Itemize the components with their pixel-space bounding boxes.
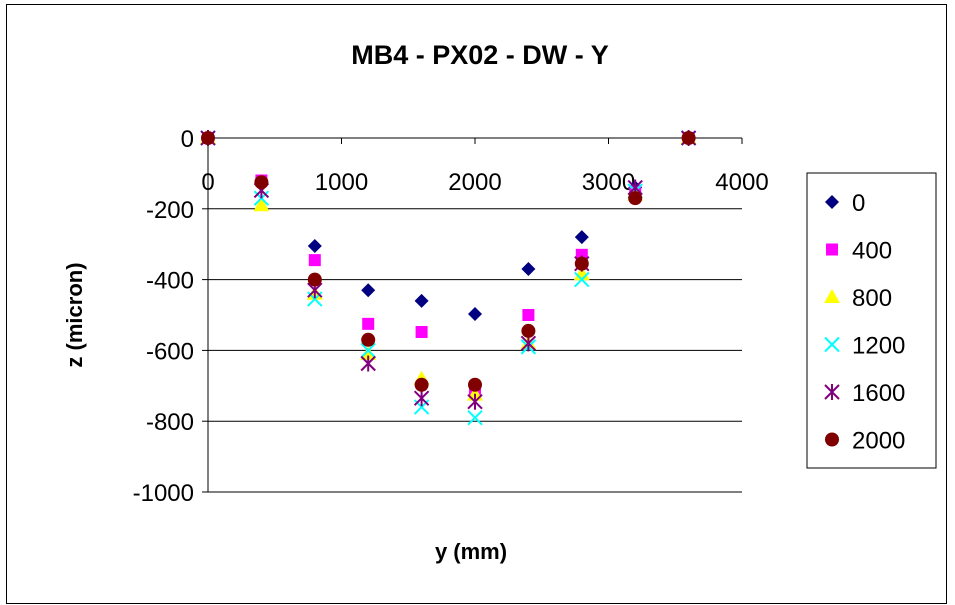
data-point xyxy=(574,230,589,245)
legend-marker xyxy=(825,432,839,447)
y-tick-labels: 0 -200 -400 -600 -800 -1000 xyxy=(133,126,208,507)
x-tick-label: 4000 xyxy=(715,169,768,196)
data-point xyxy=(467,393,483,410)
data-point xyxy=(520,335,537,352)
data-point xyxy=(414,293,429,308)
data-point xyxy=(414,377,429,392)
legend-label: 0 xyxy=(852,190,865,217)
data-point xyxy=(468,306,482,321)
x-tick-label: 2000 xyxy=(448,169,501,196)
legend-marker xyxy=(824,384,840,400)
data-point xyxy=(361,283,376,298)
data-point xyxy=(307,272,322,287)
y-tick-label: -400 xyxy=(146,268,194,295)
gridlines xyxy=(208,208,742,493)
x-axis-label: y (mm) xyxy=(435,539,507,564)
data-point xyxy=(628,191,643,206)
data-point xyxy=(307,238,322,253)
data-point xyxy=(253,197,270,212)
legend: 0 400 800 1200 1600 2000 xyxy=(806,172,937,469)
y-tick-label: -600 xyxy=(146,338,194,365)
data-point xyxy=(360,355,376,372)
data-point xyxy=(521,261,536,276)
series-0 xyxy=(201,131,696,321)
legend-label: 2000 xyxy=(852,428,905,455)
x-tick-label: 1000 xyxy=(315,169,368,196)
data-point xyxy=(574,256,589,271)
data-point xyxy=(360,342,376,359)
legend-item: 1200 xyxy=(824,333,905,360)
legend-marker xyxy=(824,289,840,303)
chart-frame: MB4 - PX02 - DW - Y 0 -200 -400 -600 -800 -10… xyxy=(6,4,947,604)
legend-marker xyxy=(824,336,840,353)
legend-label: 1600 xyxy=(852,380,905,407)
data-point xyxy=(415,325,428,338)
data-point xyxy=(574,271,590,288)
legend-label: 800 xyxy=(852,285,892,312)
data-point xyxy=(522,309,535,321)
y-tick-label: -1000 xyxy=(133,480,194,507)
legend-item: 800 xyxy=(824,285,892,312)
data-point xyxy=(308,254,321,267)
y-tick-label: -800 xyxy=(146,409,194,436)
legend-item: 400 xyxy=(826,238,892,265)
legend-label: 1200 xyxy=(852,333,905,360)
chart-svg: MB4 - PX02 - DW - Y 0 -200 -400 -600 -800 -10… xyxy=(62,40,937,564)
data-point xyxy=(467,409,483,426)
legend-marker xyxy=(826,243,838,256)
data-point xyxy=(521,323,536,338)
data-point xyxy=(468,377,482,392)
series-2000 xyxy=(201,131,696,392)
legend-item: 0 xyxy=(825,190,865,217)
data-point xyxy=(361,332,376,347)
chart-title: MB4 - PX02 - DW - Y xyxy=(351,40,609,70)
legend-box xyxy=(806,172,937,469)
data-point xyxy=(254,175,269,190)
data-point xyxy=(681,131,696,145)
data-point xyxy=(201,131,215,145)
y-tick-label: -200 xyxy=(146,197,194,224)
legend-label: 400 xyxy=(852,238,892,265)
x-tick-label: 0 xyxy=(201,169,214,196)
legend-item: 2000 xyxy=(825,428,905,455)
x-tick-labels: 0 1000 2000 3000 4000 xyxy=(201,138,769,196)
y-axis-label: z (micron) xyxy=(62,262,87,367)
legend-item: 1600 xyxy=(824,380,905,407)
x-tick-label: 3000 xyxy=(582,169,635,196)
data-point xyxy=(362,317,375,330)
y-tick-label: 0 xyxy=(181,126,194,153)
legend-marker xyxy=(825,195,839,209)
data-point xyxy=(413,390,430,407)
data-points xyxy=(200,130,697,426)
data-point xyxy=(360,345,377,360)
